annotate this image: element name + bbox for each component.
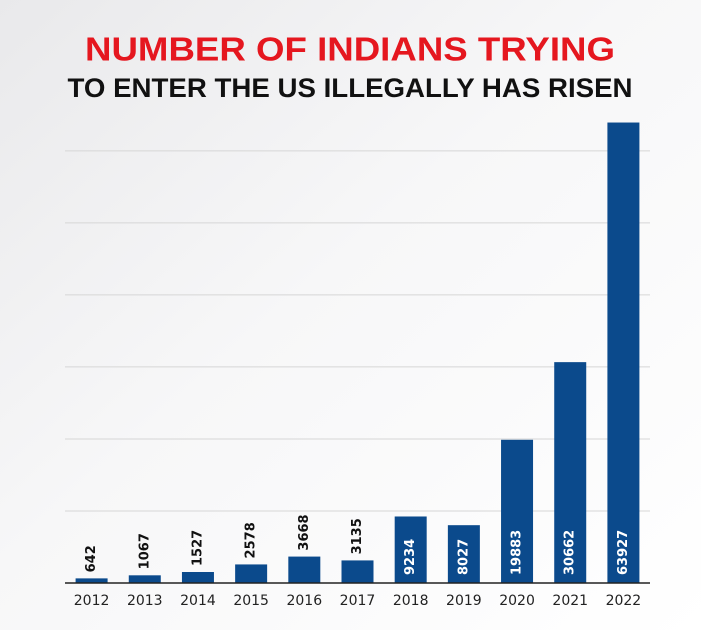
x-tick-label: 2019 xyxy=(446,593,482,609)
x-tick-label: 2015 xyxy=(233,593,269,609)
x-tick-label: 2017 xyxy=(340,593,376,609)
x-tick-label: 2012 xyxy=(74,593,110,609)
bar xyxy=(607,122,640,584)
x-tick-label: 2022 xyxy=(606,593,642,609)
value-label: 1067 xyxy=(137,533,152,569)
value-label: 642 xyxy=(84,545,99,572)
x-tick-label: 2020 xyxy=(499,593,535,609)
x-tick-label: 2018 xyxy=(393,593,429,609)
x-tick-label: 2016 xyxy=(286,593,322,609)
bar xyxy=(75,578,108,583)
bar xyxy=(501,439,534,583)
bar xyxy=(554,362,587,583)
bar xyxy=(341,560,374,583)
bar xyxy=(235,564,268,583)
x-tick-label: 2014 xyxy=(180,593,216,609)
value-label: 1527 xyxy=(190,530,205,566)
value-label: 9234 xyxy=(403,539,418,575)
x-tick-label: 2021 xyxy=(552,593,588,609)
value-label: 2578 xyxy=(244,522,259,558)
bar xyxy=(181,572,214,583)
value-label: 30662 xyxy=(563,530,578,575)
bar xyxy=(394,516,427,583)
bar xyxy=(447,525,480,583)
value-label: 8027 xyxy=(456,539,471,575)
value-label: 3668 xyxy=(297,514,312,550)
bar xyxy=(128,575,161,583)
chart-subtitle: TO ENTER THE US ILLEGALLY HAS RISEN xyxy=(68,73,633,103)
chart-title: NUMBER OF INDIANS TRYING xyxy=(85,31,615,68)
bar xyxy=(288,556,321,583)
value-label: 63927 xyxy=(616,530,631,575)
x-tick-label: 2013 xyxy=(127,593,163,609)
value-label: 19883 xyxy=(510,530,525,575)
value-label: 3135 xyxy=(350,518,365,554)
